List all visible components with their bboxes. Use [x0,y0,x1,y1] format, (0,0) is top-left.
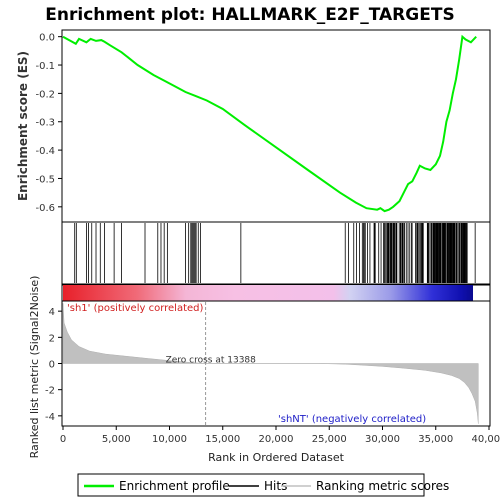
chart-title: Enrichment plot: HALLMARK_E2F_TARGETS [45,5,454,25]
es-y-tick-label: -0.5 [35,174,55,185]
legend-entry-metric: Ranking metric scores [316,479,449,493]
metric-y-tick-label: -4 [45,412,55,423]
x-tick-label: 35,000 [418,434,453,445]
es-y-tick-label: -0.3 [35,118,55,129]
x-tick-label: 40,000 [472,434,500,445]
x-ticks: 0 5,000 10,000 15,000 20,000 25,000 30,000 35,0… [60,426,500,445]
legend-entry-hits: Hits [264,479,287,493]
es-y-tick-label: -0.1 [35,61,55,72]
x-tick-label: 30,000 [365,434,400,445]
es-y-tick-label: -0.4 [35,146,55,157]
metric-y-tick-label: 2 [49,333,55,344]
es-y-tick-label: -0.2 [35,89,55,100]
zero-cross-label: Zero cross at 13388 [166,356,257,366]
x-tick-label: 20,000 [259,434,294,445]
negative-correlation-label: 'shNT' (negatively correlated) [278,414,426,425]
x-axis-label: Rank in Ordered Dataset [208,451,345,464]
metric-y-ticks: 4 2 0 -2 -4 [45,307,62,423]
es-y-tick-label: -0.6 [35,203,55,214]
hits-panel-frame [61,221,491,285]
metric-area [62,303,479,424]
metric-y-tick-label: 4 [49,307,55,318]
x-tick-label: 5,000 [102,434,131,445]
es-y-tick-label: 0.0 [39,33,55,44]
legend-entry-es: Enrichment profile [119,479,230,493]
es-y-axis-label: Enrichment score (ES) [16,51,30,201]
positive-correlation-label: 'sh1' (positively correlated) [67,303,204,314]
legend-box [77,473,425,497]
hit-marks [74,223,476,283]
x-tick-label: 0 [60,434,66,445]
x-tick-label: 15,000 [205,434,240,445]
es-curve [62,34,477,213]
metric-y-axis-label: Ranked list metric (Signal2Noise) [28,276,41,459]
rank-color-bar [63,285,473,301]
metric-y-tick-label: 0 [49,360,55,371]
es-y-ticks: 0.0 -0.1 -0.2 -0.3 -0.4 -0.5 -0.6 [35,33,62,214]
metric-y-tick-label: -2 [45,386,55,397]
x-tick-label: 25,000 [312,434,347,445]
x-tick-label: 10,000 [152,434,187,445]
es-panel-frame [61,29,491,223]
